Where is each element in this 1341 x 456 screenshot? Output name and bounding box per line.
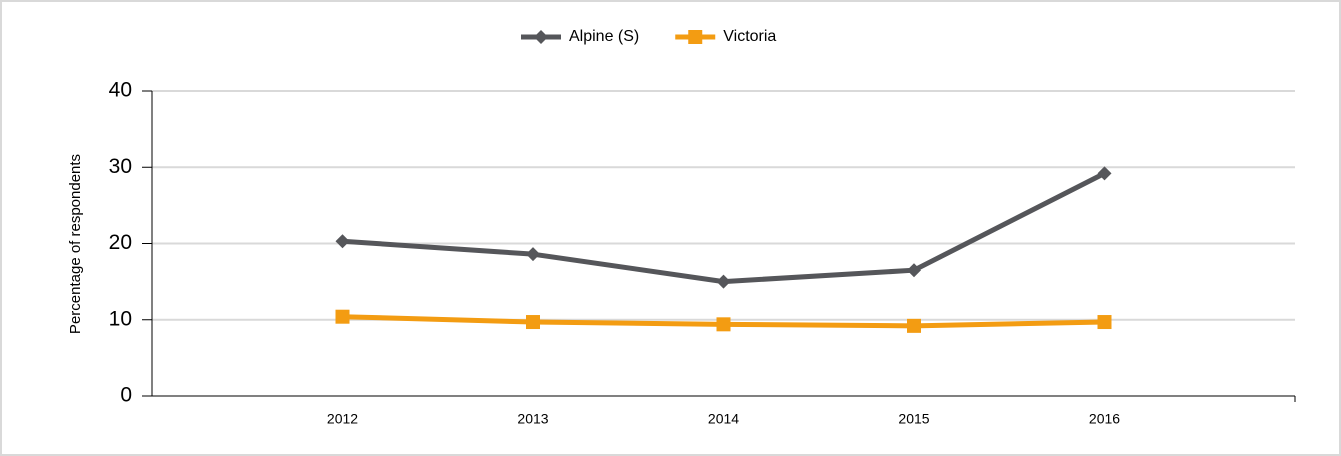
point bbox=[688, 30, 703, 44]
point bbox=[716, 317, 731, 332]
y-tick-label: 30 bbox=[109, 155, 132, 178]
point bbox=[534, 30, 548, 44]
point bbox=[526, 315, 540, 330]
point bbox=[335, 234, 350, 249]
y-tick-label: 10 bbox=[109, 307, 132, 330]
y-tick-label: 0 bbox=[120, 384, 132, 407]
point bbox=[1097, 166, 1112, 181]
point bbox=[335, 309, 350, 324]
legend-label: Victoria bbox=[723, 28, 776, 45]
x-tick-label: 2014 bbox=[708, 411, 739, 427]
x-tick-label: 2013 bbox=[517, 411, 548, 427]
y-tick-label: 20 bbox=[109, 231, 132, 254]
point bbox=[907, 318, 921, 333]
point bbox=[1097, 315, 1112, 330]
x-tick-label: 2012 bbox=[327, 411, 358, 427]
y-tick-label: 40 bbox=[109, 79, 132, 102]
y-axis-label: Percentage of respondents bbox=[67, 154, 84, 334]
point bbox=[907, 263, 921, 278]
x-tick-label: 2015 bbox=[898, 411, 929, 427]
x-tick-label: 2016 bbox=[1089, 411, 1120, 427]
point bbox=[716, 274, 731, 289]
point bbox=[526, 247, 540, 262]
legend-label: Alpine (S) bbox=[569, 28, 639, 45]
